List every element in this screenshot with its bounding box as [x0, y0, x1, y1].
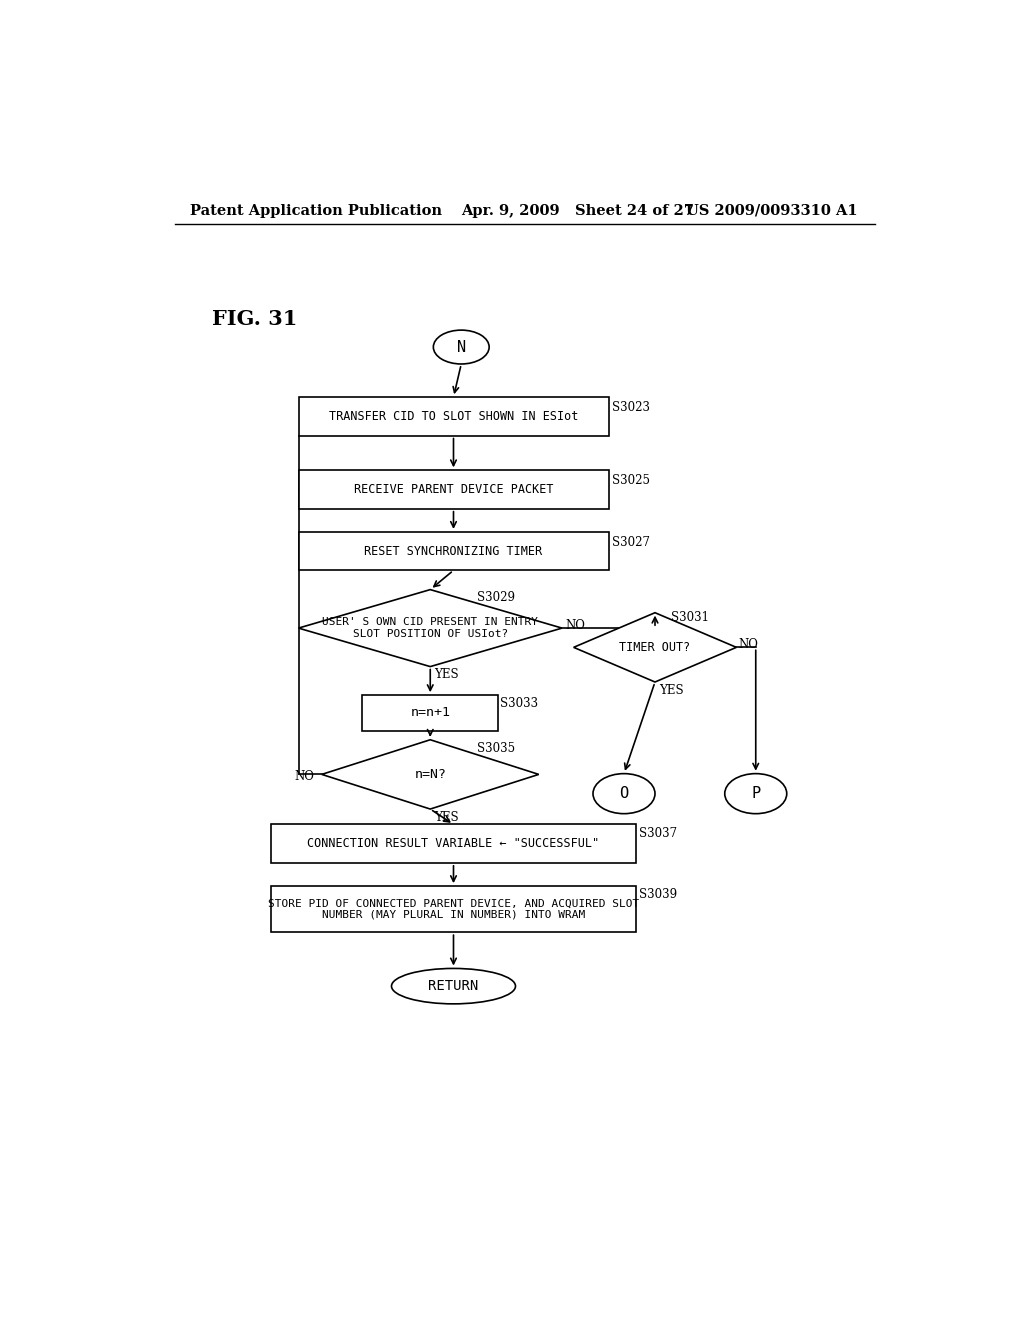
Text: S3029: S3029 [477, 591, 515, 605]
FancyBboxPatch shape [271, 886, 636, 932]
Text: n=n+1: n=n+1 [411, 706, 451, 719]
Text: Patent Application Publication: Patent Application Publication [190, 203, 442, 218]
Text: YES: YES [434, 810, 459, 824]
Text: USER' S OWN CID PRESENT IN ENTRY
SLOT POSITION OF USIot?: USER' S OWN CID PRESENT IN ENTRY SLOT PO… [323, 618, 539, 639]
Text: YES: YES [434, 668, 459, 681]
Text: S3027: S3027 [612, 536, 650, 549]
Polygon shape [573, 612, 736, 682]
Text: CONNECTION RESULT VARIABLE ← "SUCCESSFUL": CONNECTION RESULT VARIABLE ← "SUCCESSFUL… [307, 837, 600, 850]
Text: NO: NO [295, 770, 314, 783]
Ellipse shape [593, 774, 655, 813]
Polygon shape [322, 739, 539, 809]
Text: S3033: S3033 [500, 697, 539, 710]
Polygon shape [299, 590, 562, 667]
Text: YES: YES [658, 684, 683, 697]
Text: NO: NO [566, 619, 586, 632]
FancyBboxPatch shape [299, 397, 608, 436]
FancyBboxPatch shape [271, 825, 636, 863]
FancyBboxPatch shape [299, 532, 608, 570]
Text: RESET SYNCHRONIZING TIMER: RESET SYNCHRONIZING TIMER [365, 545, 543, 557]
Text: STORE PID OF CONNECTED PARENT DEVICE, AND ACQUIRED SLOT
NUMBER (MAY PLURAL IN NU: STORE PID OF CONNECTED PARENT DEVICE, AN… [268, 899, 639, 920]
Text: N: N [457, 339, 466, 355]
Text: P: P [752, 787, 760, 801]
Text: NO: NO [738, 638, 759, 651]
Text: n=N?: n=N? [415, 768, 446, 781]
Text: US 2009/0093310 A1: US 2009/0093310 A1 [686, 203, 858, 218]
Text: S3035: S3035 [477, 742, 515, 755]
Ellipse shape [433, 330, 489, 364]
FancyBboxPatch shape [362, 696, 498, 730]
Text: TIMER OUT?: TIMER OUT? [620, 640, 690, 653]
Text: FIG. 31: FIG. 31 [212, 309, 297, 329]
Text: RECEIVE PARENT DEVICE PACKET: RECEIVE PARENT DEVICE PACKET [353, 483, 553, 496]
Ellipse shape [725, 774, 786, 813]
Text: S3031: S3031 [671, 611, 709, 624]
Text: S3037: S3037 [640, 826, 678, 840]
Text: Apr. 9, 2009   Sheet 24 of 27: Apr. 9, 2009 Sheet 24 of 27 [461, 203, 694, 218]
FancyBboxPatch shape [299, 470, 608, 508]
Text: S3025: S3025 [612, 474, 650, 487]
Text: S3023: S3023 [612, 401, 650, 414]
Text: O: O [620, 787, 629, 801]
Text: RETURN: RETURN [428, 979, 478, 993]
Ellipse shape [391, 969, 515, 1003]
Text: S3039: S3039 [640, 888, 678, 902]
Text: TRANSFER CID TO SLOT SHOWN IN ESIot: TRANSFER CID TO SLOT SHOWN IN ESIot [329, 409, 579, 422]
